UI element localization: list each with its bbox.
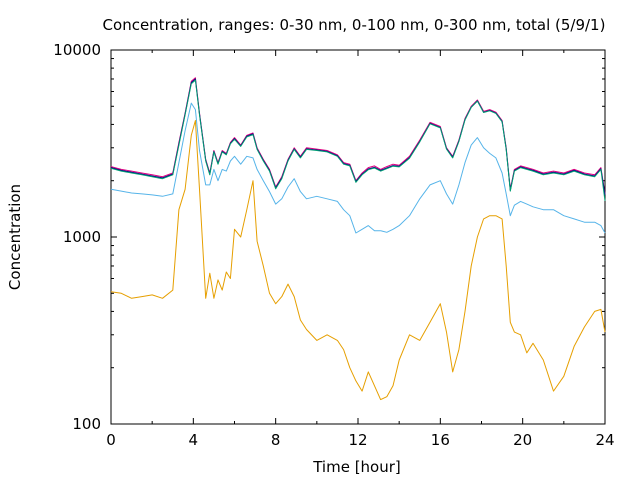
x-axis-label: Time [hour] bbox=[312, 458, 401, 476]
series-line-3 bbox=[110, 79, 606, 201]
x-tick-label: 16 bbox=[431, 431, 450, 449]
y-tick-label: 10000 bbox=[53, 41, 101, 59]
x-tick-label: 8 bbox=[271, 431, 281, 449]
x-tick-label: 4 bbox=[189, 431, 199, 449]
y-tick-label: 1000 bbox=[63, 228, 101, 246]
x-tick-label: 0 bbox=[106, 431, 116, 449]
chart-title: Concentration, ranges: 0-30 nm, 0-100 nm… bbox=[103, 16, 606, 34]
series-line-1 bbox=[110, 77, 606, 194]
x-tick-label: 12 bbox=[348, 431, 367, 449]
x-tick-label: 24 bbox=[595, 431, 614, 449]
y-tick-label: 100 bbox=[72, 415, 101, 433]
y-axis-label: Concentration bbox=[6, 184, 24, 290]
plot-frame bbox=[110, 49, 606, 425]
series-line-4 bbox=[110, 102, 606, 234]
x-tick-label: 20 bbox=[513, 431, 532, 449]
series-line-5 bbox=[110, 120, 606, 401]
